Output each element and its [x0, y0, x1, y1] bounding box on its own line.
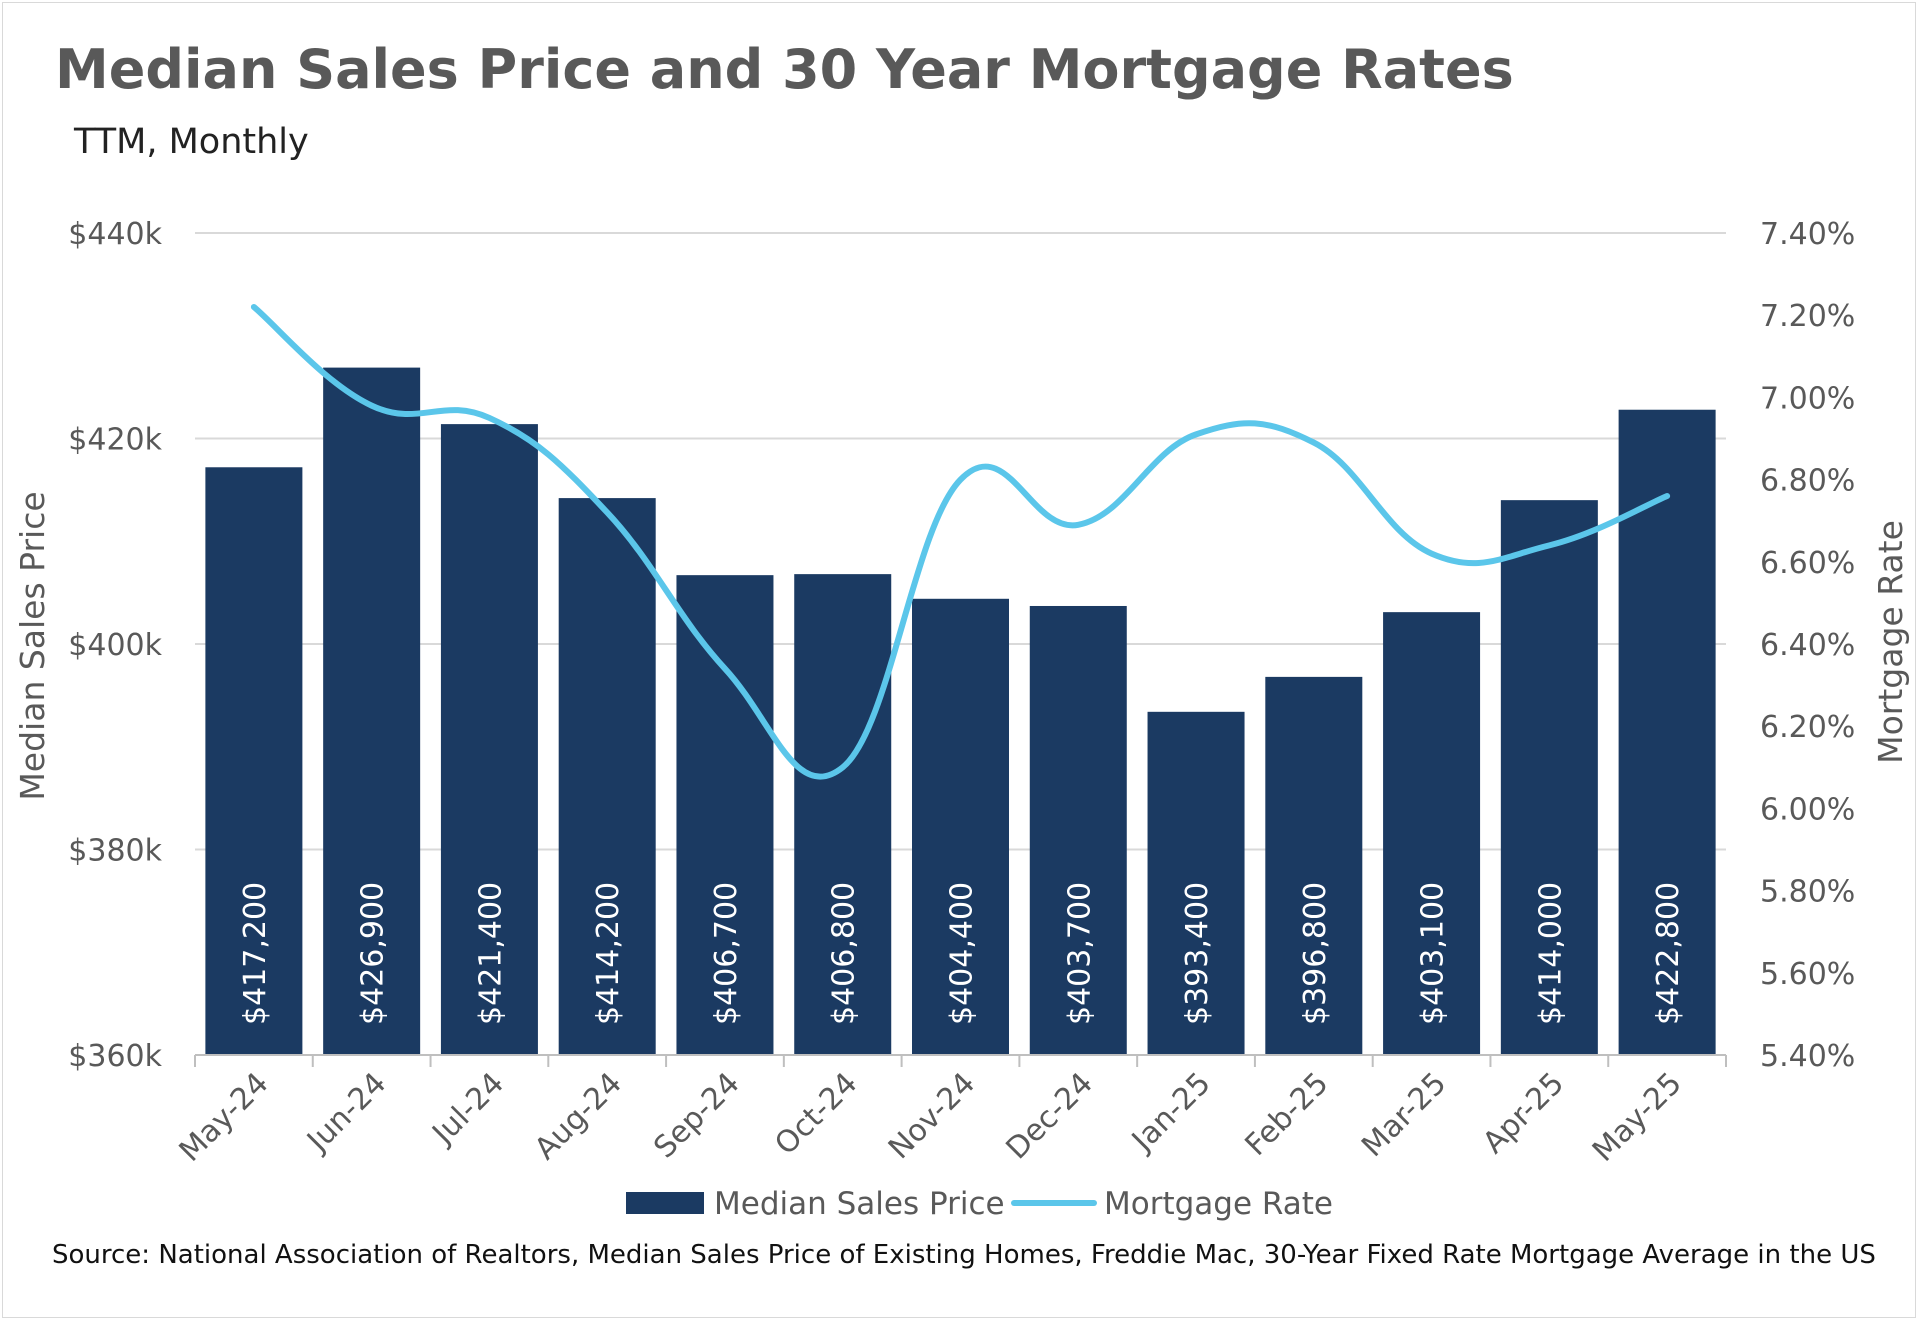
- x-axis-category-label: Mar-25: [1355, 1066, 1453, 1164]
- legend-swatch-median-sales-price: [626, 1192, 704, 1214]
- bar: [1383, 612, 1481, 1055]
- bar-data-label: $417,200: [238, 882, 273, 1025]
- bar: [323, 367, 421, 1055]
- legend-label-median-sales-price: Median Sales Price: [714, 1186, 1005, 1222]
- bar-data-label: $403,100: [1416, 882, 1451, 1025]
- left-axis-tick-label: $360k: [68, 1039, 162, 1074]
- mortgage-rate-line: [250, 303, 1671, 780]
- bar-data-label: $403,700: [1062, 882, 1097, 1025]
- bar: [1500, 500, 1598, 1055]
- right-axis-tick-label: 7.00%: [1760, 381, 1855, 416]
- right-axis-tick-label: 5.40%: [1760, 1039, 1855, 1074]
- right-axis-tick-label: 7.40%: [1760, 217, 1855, 252]
- x-axis-category-label: Jul-24: [425, 1066, 511, 1152]
- right-axis-title: Mortgage Rate: [1871, 520, 1910, 764]
- bar-data-label: $426,900: [356, 882, 391, 1025]
- bar-data-label: $393,400: [1180, 882, 1215, 1025]
- right-axis-tick-label: 7.20%: [1760, 299, 1855, 334]
- right-axis-tick-label: 6.60%: [1760, 546, 1855, 581]
- x-axis-category-label: May-25: [1586, 1066, 1689, 1169]
- bar-data-label: $406,700: [709, 882, 744, 1025]
- left-axis-tick-label: $400k: [68, 628, 162, 663]
- bar-data-label: $396,800: [1298, 882, 1333, 1025]
- source-note: Source: National Association of Realtors…: [52, 1240, 1876, 1270]
- right-axis-tick-label: 6.40%: [1760, 628, 1855, 663]
- bar-data-label: $404,400: [945, 882, 980, 1025]
- x-axis-category-label: Feb-25: [1239, 1066, 1336, 1163]
- bar: [912, 598, 1009, 1055]
- bar: [1029, 605, 1127, 1055]
- right-axis-tick-label: 5.80%: [1760, 875, 1855, 910]
- bar-data-label: $414,200: [591, 882, 626, 1025]
- x-axis-category-label: Aug-24: [528, 1066, 629, 1167]
- left-axis-tick-label: $420k: [68, 423, 162, 458]
- left-axis-tick-label: $440k: [68, 217, 162, 252]
- left-axis-title: Median Sales Price: [13, 491, 52, 800]
- bar: [676, 575, 774, 1055]
- bar: [1618, 409, 1716, 1056]
- bar: [440, 424, 538, 1055]
- x-axis-category-label: Oct-24: [768, 1066, 864, 1162]
- right-axis-tick-label: 6.20%: [1760, 710, 1855, 745]
- bar-data-label: $406,800: [827, 882, 862, 1025]
- x-axis-category-label: Apr-25: [1476, 1066, 1571, 1161]
- left-axis-tick-label: $380k: [68, 834, 162, 869]
- x-axis-category-label: May-24: [173, 1066, 276, 1169]
- x-axis-category-label: Nov-24: [882, 1066, 982, 1166]
- x-axis-category-label: Jun-24: [299, 1066, 393, 1160]
- chart-title: Median Sales Price and 30 Year Mortgage …: [55, 38, 1514, 101]
- bar-data-label: $421,400: [473, 882, 508, 1025]
- legend-label-mortgage-rate: Mortgage Rate: [1104, 1186, 1333, 1222]
- x-axis-category-label: Sep-24: [647, 1066, 746, 1165]
- right-axis-tick-label: 5.60%: [1760, 957, 1855, 992]
- x-axis-category-label: Jan-25: [1124, 1066, 1218, 1160]
- bar: [794, 574, 892, 1055]
- bar: [1265, 676, 1363, 1055]
- bar: [205, 467, 303, 1055]
- right-axis-tick-label: 6.00%: [1760, 792, 1855, 827]
- bar: [558, 498, 656, 1056]
- bar-data-label: $422,800: [1651, 882, 1686, 1025]
- bar-data-label: $414,000: [1533, 882, 1568, 1025]
- bar: [1147, 711, 1245, 1055]
- x-axis-category-label: Dec-24: [999, 1066, 1099, 1166]
- right-axis-tick-label: 6.80%: [1760, 464, 1855, 499]
- chart-subtitle: TTM, Monthly: [74, 122, 309, 162]
